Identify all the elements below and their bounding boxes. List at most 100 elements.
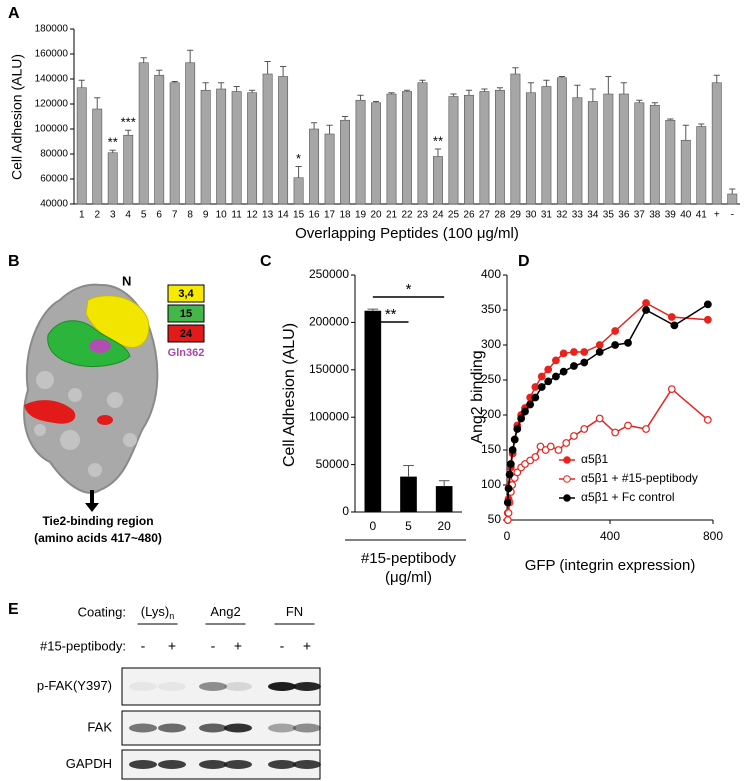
x-tick-label: 26 <box>463 210 475 221</box>
point <box>624 339 632 347</box>
point <box>562 439 571 447</box>
x-axis-title: Overlapping Peptides (100 μg/ml) <box>295 225 519 242</box>
bar <box>340 119 350 205</box>
bar <box>309 128 320 205</box>
row-label: p-FAK(Y397) <box>37 678 112 693</box>
x-tick-label: 12 <box>247 210 259 221</box>
bar <box>510 73 521 205</box>
x-tick-label: 21 <box>386 210 398 221</box>
region-label: Tie2-binding region <box>42 514 153 528</box>
x-tick-label: 0 <box>369 519 376 533</box>
point <box>642 299 650 307</box>
point <box>611 341 620 349</box>
y-tick-label: 250 <box>481 372 501 386</box>
legend-label: 24 <box>180 328 193 340</box>
point <box>670 321 679 330</box>
x-tick-label: 0 <box>504 529 511 543</box>
bar <box>665 119 676 205</box>
x-axis-title: GFP (integrin expression) <box>525 557 696 574</box>
bar <box>400 476 417 513</box>
y-tick-label: 140000 <box>35 74 69 85</box>
point <box>504 484 513 493</box>
x-tick-label: 35 <box>603 210 615 221</box>
bar <box>123 134 134 205</box>
blot-band <box>293 723 321 733</box>
x-tick-label: 6 <box>156 210 162 221</box>
point <box>531 383 540 391</box>
blot-band <box>199 760 227 769</box>
x-tick-label: 38 <box>649 210 661 221</box>
bar <box>386 93 397 205</box>
point <box>667 313 676 321</box>
point <box>517 414 526 423</box>
bar <box>200 89 211 205</box>
x-tick-label: 5 <box>405 519 412 533</box>
point <box>611 327 620 335</box>
x-tick-label: 34 <box>587 210 599 221</box>
point <box>526 400 535 409</box>
point <box>505 470 514 479</box>
y-tick-label: 60000 <box>40 174 68 185</box>
y-tick-label: 180000 <box>35 24 69 35</box>
x-tick-label: 8 <box>187 210 193 221</box>
point <box>504 509 513 517</box>
blot-band <box>268 723 296 733</box>
y-tick-label: 50 <box>488 512 502 526</box>
point <box>595 414 604 423</box>
blot-band <box>129 682 157 691</box>
bar <box>541 86 552 205</box>
point <box>531 453 540 461</box>
point <box>580 348 589 356</box>
bar <box>711 82 722 205</box>
blot-band <box>224 760 252 769</box>
point <box>580 358 589 367</box>
y-tick-label: 350 <box>481 302 501 316</box>
point <box>642 306 650 314</box>
x-tick-label: 15 <box>293 210 305 221</box>
bar <box>185 62 196 205</box>
y-tick-label: 200000 <box>309 315 349 329</box>
point <box>624 421 632 430</box>
bar <box>525 92 536 205</box>
bar <box>107 152 118 205</box>
y-tick-label: 50000 <box>316 457 350 471</box>
treatment-sign: + <box>234 638 242 654</box>
point <box>536 442 545 451</box>
legend-marker <box>563 494 571 502</box>
residue-label: Gln362 <box>168 347 205 359</box>
point <box>570 432 578 440</box>
panel-label: D <box>518 253 530 270</box>
x-tick-label: 20 <box>370 210 382 221</box>
row-label: GAPDH <box>66 756 112 771</box>
x-tick-label: 22 <box>401 210 413 221</box>
blot-band <box>293 760 321 769</box>
point <box>526 456 535 465</box>
significance-label: ** <box>108 135 118 150</box>
x-tick-label: 33 <box>572 210 584 221</box>
blot-band <box>158 723 186 733</box>
bar <box>76 87 87 205</box>
x-tick-label: 40 <box>680 210 692 221</box>
blot: (Lys)n Ang2 FN - + - + - + p-FAK(Y397) FAK GAPDH <box>37 604 321 780</box>
significance-label: ** <box>385 306 397 323</box>
y-tick-label: 300 <box>481 337 501 351</box>
coating-name: FN <box>286 604 303 619</box>
bar <box>371 102 381 205</box>
point <box>544 377 553 386</box>
x-tick-label: 41 <box>696 210 708 221</box>
region-detail: (amino acids 417~480) <box>34 531 162 545</box>
legend-label: 3,4 <box>178 288 194 300</box>
x-tick-label: 4 <box>125 210 131 221</box>
y-tick-label: 150000 <box>309 362 349 376</box>
bar <box>355 99 366 205</box>
x-axis-title: (μg/ml) <box>385 569 432 586</box>
blot-band <box>158 682 186 691</box>
x-tick-label: 20 <box>437 519 451 533</box>
bar <box>435 486 453 513</box>
point <box>513 425 522 433</box>
bar <box>402 91 412 205</box>
point <box>642 425 650 433</box>
significance-label: * <box>406 281 412 298</box>
bar <box>618 93 629 205</box>
